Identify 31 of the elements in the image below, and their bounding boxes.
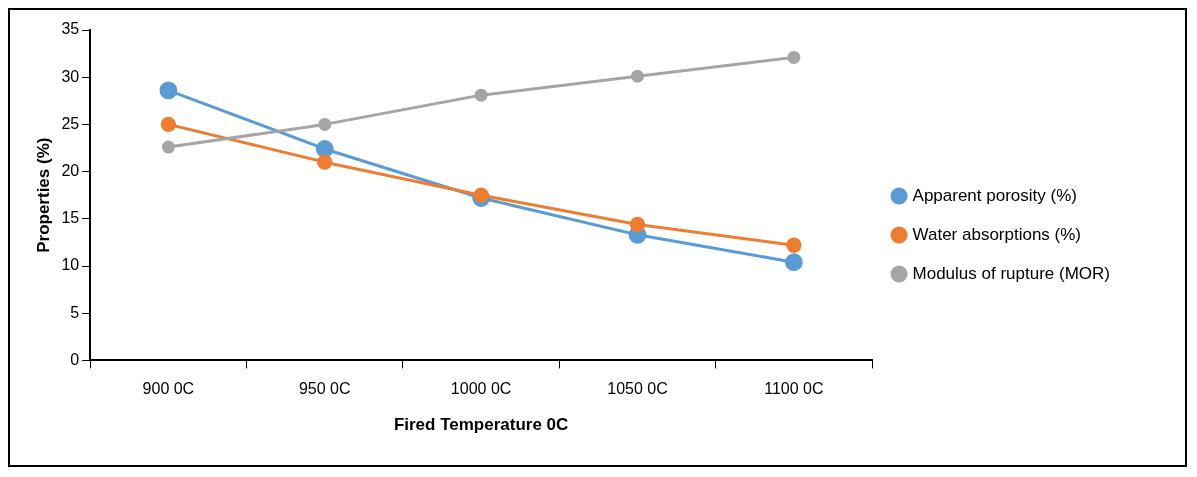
point [787,50,801,64]
legend-label: Apparent porosity (%) [912,185,1077,205]
point [629,216,646,233]
x-tick-label: 1100 0C [764,380,824,398]
legend-label: Water absorptions (%) [912,224,1082,244]
y-tick-label: 10 [61,256,80,274]
legend-label: Modulus of rupture (MOR) [912,263,1110,283]
point [786,237,802,253]
point [474,88,488,102]
x-tick-label: 1050 0C [607,380,668,398]
y-tick-label: 15 [61,209,80,227]
point [160,116,177,133]
y-axis-title: Properties (%) [33,137,53,253]
y-tick-label: 35 [61,20,80,38]
y-tick-label: 20 [61,162,80,180]
y-tick-label: 0 [70,350,80,368]
point [161,140,175,154]
point [318,117,332,131]
x-tick-label: 950 0C [298,380,351,398]
point [630,69,644,83]
y-tick-label: 30 [61,67,80,85]
point [473,187,489,203]
point [784,253,803,272]
y-tick-label: 5 [70,303,80,321]
y-tick-label: 25 [61,114,80,132]
point [315,140,334,158]
x-tick-label: 1000 0C [450,380,512,398]
x-axis-title: Fired Temperature 0C [393,415,569,435]
x-tick-label: 900 0C [142,380,195,398]
point [159,81,178,100]
point [317,154,333,170]
